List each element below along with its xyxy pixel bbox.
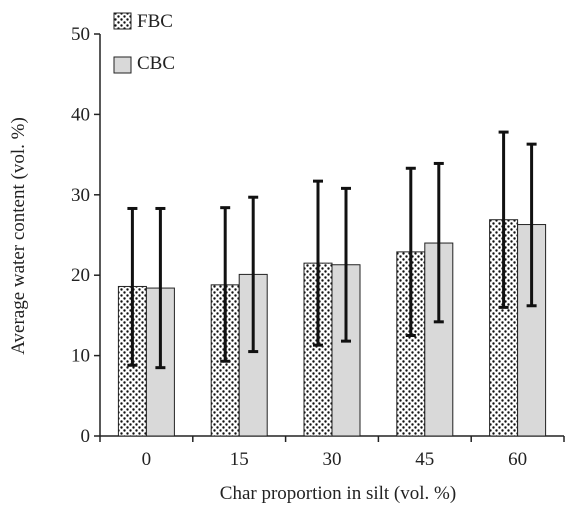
legend-label-fbc: FBC [137, 11, 173, 32]
y-axis-title: Average water content (vol. %) [8, 117, 29, 355]
y-tick-label: 10 [71, 346, 90, 367]
legend-swatch-cbc [113, 56, 132, 74]
x-tick-label: 60 [508, 449, 527, 470]
y-tick-label: 40 [71, 104, 90, 125]
x-axis-title: Char proportion in silt (vol. %) [220, 483, 456, 504]
x-tick-label: 0 [142, 449, 152, 470]
plot-area: 0 10 20 30 40 50 0 15 30 45 60 [71, 24, 565, 470]
legend-swatch-fbc [113, 12, 132, 30]
legend: FBC CBC [113, 11, 175, 74]
x-tick-label: 45 [415, 449, 434, 470]
y-tick-label: 0 [81, 426, 91, 447]
y-tick-label: 50 [71, 24, 90, 45]
legend-label-cbc: CBC [137, 53, 175, 74]
y-tick-label: 20 [71, 265, 90, 286]
y-tick-label: 30 [71, 185, 90, 206]
x-tick-label: 30 [323, 449, 342, 470]
x-tick-label: 15 [230, 449, 249, 470]
